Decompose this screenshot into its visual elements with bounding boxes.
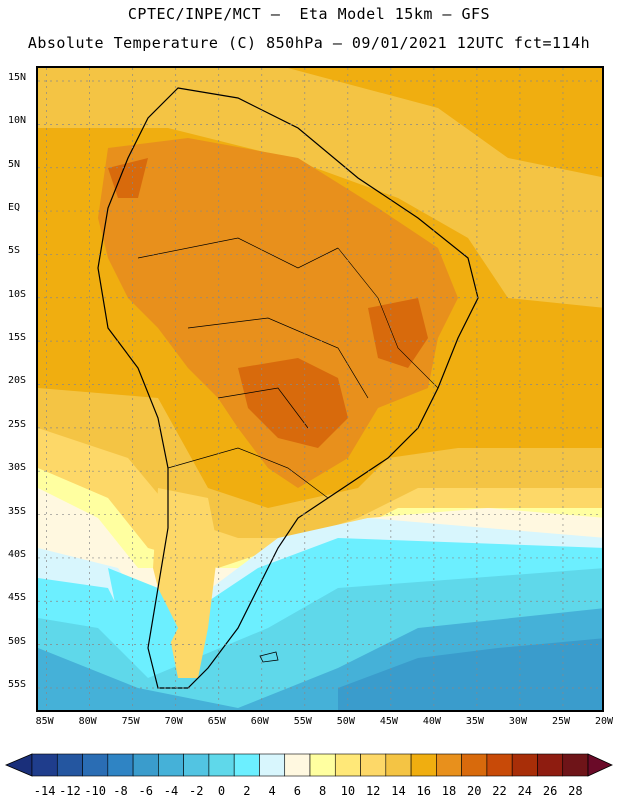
colorbar-tick-label: -6 bbox=[138, 784, 153, 798]
colorbar-tick-label: 24 bbox=[517, 784, 533, 798]
latitude-label: 5N bbox=[8, 158, 21, 170]
country-border bbox=[167, 447, 329, 499]
latitude-label: 10S bbox=[8, 288, 27, 300]
longitude-label: 80W bbox=[78, 716, 97, 727]
warm-band-ocean bbox=[38, 68, 602, 308]
colorbar-tick-label: -10 bbox=[84, 784, 107, 798]
longitude-label: 65W bbox=[207, 716, 226, 727]
colorbar-segment bbox=[562, 753, 589, 777]
longitude-label: 70W bbox=[164, 716, 183, 727]
latitude-label: 30S bbox=[8, 462, 27, 474]
hot-core-northeast bbox=[368, 298, 428, 368]
latitude-label: 15N bbox=[8, 72, 27, 83]
colorbar: -14 -12 -10 -8 -6 -4 -2 0 2 4 6 8 10 12 14 16 18 20 22 24 26… bbox=[0, 748, 618, 800]
colorbar-segment bbox=[486, 753, 513, 777]
latitude-label: 55S bbox=[8, 678, 27, 690]
colorbar-tick-label: 14 bbox=[391, 784, 406, 798]
country-border bbox=[217, 387, 309, 429]
longitude-label: 40W bbox=[422, 716, 441, 727]
coastline bbox=[97, 87, 479, 689]
land-warm-area bbox=[98, 138, 458, 488]
colorbar-over-triangle bbox=[587, 753, 613, 777]
hot-core-chaco bbox=[238, 358, 348, 448]
latitude-label: 20S bbox=[8, 375, 27, 387]
longitude-label: 20W bbox=[594, 716, 614, 727]
title-line-1: CPTEC/INPE/MCT – Eta Model 15km – GFS bbox=[127, 5, 491, 23]
longitude-label: 35W bbox=[465, 716, 484, 727]
colorbar-segment bbox=[183, 753, 210, 777]
andes-cold-pocket bbox=[108, 568, 178, 668]
country-border bbox=[187, 317, 369, 399]
latitude-label: 40S bbox=[8, 548, 27, 560]
colorbar-tick-label: 20 bbox=[467, 784, 482, 798]
colorbar-tick-label: 4 bbox=[268, 784, 276, 798]
longitude-label: 30W bbox=[508, 716, 527, 727]
colorbar-segment bbox=[284, 753, 311, 777]
colorbar-tick-label: 2 bbox=[243, 784, 251, 798]
graticule bbox=[38, 68, 602, 710]
colorbar-bar bbox=[4, 753, 613, 777]
colorbar-segment bbox=[511, 753, 538, 777]
longitude-label: 50W bbox=[336, 716, 355, 727]
country-border bbox=[137, 237, 339, 269]
colorbar-tick-label: -14 bbox=[33, 784, 56, 798]
colorbar-segment bbox=[158, 753, 184, 777]
colorbar-segment bbox=[309, 753, 336, 777]
colorbar-tick-label: 16 bbox=[416, 784, 431, 798]
colorbar-tick-label: -4 bbox=[163, 784, 179, 798]
cool-band-8 bbox=[338, 638, 602, 710]
colorbar-segment bbox=[208, 753, 235, 777]
longitude-label: 60W bbox=[250, 716, 269, 727]
latitude-label: 45S bbox=[8, 592, 27, 604]
colorbar-segment bbox=[410, 753, 437, 777]
colorbar-segment bbox=[436, 753, 462, 777]
colorbar-tick-label: -8 bbox=[113, 784, 128, 798]
latitude-label: 50S bbox=[8, 635, 27, 647]
colorbar-under-triangle bbox=[4, 753, 33, 777]
colorbar-tick-label: 10 bbox=[340, 784, 356, 798]
colorbar-segment bbox=[233, 753, 260, 777]
colorbar-tick-label: 6 bbox=[293, 784, 301, 798]
longitude-label: 55W bbox=[293, 716, 312, 727]
title-line-2: Absolute Temperature (C) 850hPa – 09/01/… bbox=[27, 34, 591, 52]
colorbar-segment bbox=[385, 753, 412, 777]
longitude-label: 25W bbox=[551, 716, 570, 727]
falkland-islands bbox=[259, 651, 279, 663]
colorbar-tick-label: 28 bbox=[568, 784, 583, 798]
colorbar-segment bbox=[259, 753, 286, 777]
colorbar-segment bbox=[132, 753, 159, 777]
longitude-label: 75W bbox=[121, 716, 140, 727]
colorbar-segment bbox=[537, 753, 564, 777]
longitude-label: 45W bbox=[379, 716, 398, 727]
map-panel bbox=[36, 66, 604, 712]
latitude-label: 35S bbox=[8, 505, 27, 517]
longitude-label: 85W bbox=[35, 716, 54, 727]
state-border bbox=[337, 247, 439, 389]
colorbar-tick-label: 22 bbox=[492, 784, 507, 798]
colorbar-segment bbox=[82, 753, 109, 777]
colorbar-tick-label: 18 bbox=[441, 784, 457, 798]
colorbar-tick-label: 0 bbox=[217, 784, 226, 798]
warm-band-ocean-2 bbox=[288, 68, 602, 178]
colorbar-tick-label: 12 bbox=[365, 784, 381, 798]
temperature-map bbox=[38, 68, 602, 710]
colorbar-tick-label: -2 bbox=[189, 784, 204, 798]
colorbar-segment bbox=[334, 753, 361, 777]
colorbar-tick-label: 26 bbox=[542, 784, 558, 798]
colorbar-segment bbox=[107, 753, 134, 777]
latitude-label: 10N bbox=[8, 115, 27, 127]
colorbar-tick-label: 8 bbox=[319, 784, 327, 798]
latitude-label: 25S bbox=[8, 418, 27, 430]
colorbar-segment bbox=[56, 753, 83, 777]
colorbar-segment bbox=[360, 753, 387, 777]
colorbar-segment bbox=[461, 753, 488, 777]
colorbar-tick-label: -12 bbox=[59, 784, 81, 798]
latitude-label: 15S bbox=[8, 332, 27, 344]
colorbar-segment bbox=[31, 753, 58, 777]
latitude-label: EQ bbox=[8, 202, 21, 214]
latitude-label: 5S bbox=[8, 245, 21, 257]
